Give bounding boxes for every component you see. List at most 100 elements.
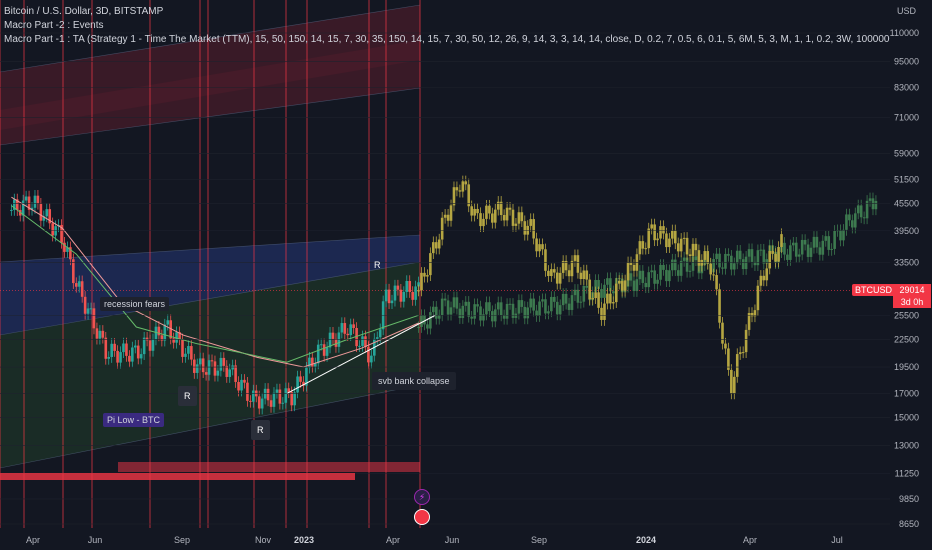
projection-yellow-candle xyxy=(620,280,624,291)
projection-yellow-candle xyxy=(505,207,509,221)
price-candle xyxy=(136,345,140,359)
projection-yellow-candle xyxy=(750,312,754,317)
projection-green-candle xyxy=(735,250,739,264)
projection-green-candle xyxy=(470,316,473,319)
countdown-tag: 3d 0h xyxy=(893,296,931,308)
price-candle xyxy=(95,328,99,339)
price-tick-label: 33500 xyxy=(894,258,919,268)
projection-yellow-candle xyxy=(455,187,459,191)
projection-yellow-candle xyxy=(744,329,748,353)
projection-green-candle xyxy=(603,284,606,298)
projection-yellow-candle xyxy=(780,234,783,247)
time-tick-label: Apr xyxy=(26,535,40,545)
price-tick-label: 45500 xyxy=(894,198,919,208)
price-candle xyxy=(142,337,146,355)
event-band xyxy=(0,473,355,480)
projection-yellow-candle xyxy=(508,207,512,210)
projection-green-candle xyxy=(868,198,872,201)
projection-green-candle xyxy=(544,299,547,314)
projection-green-candle xyxy=(511,303,515,318)
lightning-event-icon[interactable]: ⚡ xyxy=(414,489,430,505)
projection-green-candle xyxy=(792,242,795,246)
price-candle xyxy=(15,199,19,211)
projection-yellow-candle xyxy=(709,263,712,275)
price-tick-label: 71000 xyxy=(894,113,919,123)
r-marker: R xyxy=(251,420,270,440)
price-candle xyxy=(193,359,196,373)
projection-green-candle xyxy=(727,253,730,256)
price-candle xyxy=(222,357,226,366)
price-candle xyxy=(249,400,252,402)
projection-yellow-candle xyxy=(417,290,420,292)
price-candle xyxy=(131,347,134,362)
projection-green-candle xyxy=(535,310,538,316)
projection-green-candle xyxy=(815,236,819,248)
projection-yellow-candle xyxy=(665,233,668,248)
projection-green-candle xyxy=(609,278,612,292)
price-candle xyxy=(237,381,240,391)
projection-green-candle xyxy=(673,259,677,271)
projection-green-candle xyxy=(856,205,860,214)
projection-yellow-candle xyxy=(638,241,642,255)
projection-yellow-candle xyxy=(623,280,627,291)
projection-yellow-candle xyxy=(552,269,556,273)
price-candle xyxy=(305,367,308,386)
price-candle xyxy=(66,247,69,252)
projection-yellow-candle xyxy=(724,343,727,349)
projection-yellow-candle xyxy=(579,272,583,280)
projection-green-candle xyxy=(514,313,518,318)
projection-green-candle xyxy=(461,305,465,319)
price-candle xyxy=(252,390,255,402)
price-candle xyxy=(13,199,16,210)
price-candle xyxy=(343,323,347,334)
projection-green-candle xyxy=(520,300,524,307)
projection-green-candle xyxy=(582,285,586,302)
projection-green-candle xyxy=(499,302,503,316)
symbol-title[interactable]: Bitcoin / U.S. Dollar, 3D, BITSTAMP xyxy=(4,6,164,17)
us-flag-event-icon[interactable] xyxy=(414,509,430,525)
projection-green-candle xyxy=(443,298,447,301)
projection-green-candle xyxy=(523,306,527,319)
price-candle xyxy=(204,372,208,375)
price-candle xyxy=(125,343,128,356)
price-candle xyxy=(107,356,111,359)
price-candle xyxy=(172,338,175,343)
projection-green-candle xyxy=(455,297,459,309)
projection-green-candle xyxy=(818,247,822,255)
projection-yellow-candle xyxy=(485,205,488,219)
price-tick-label: 39500 xyxy=(894,226,919,236)
projection-yellow-candle xyxy=(517,212,521,224)
price-candle xyxy=(234,365,237,382)
price-candle xyxy=(181,339,184,357)
projection-green-candle xyxy=(491,311,494,322)
projection-green-candle xyxy=(505,303,509,319)
indicator-events-legend[interactable]: Macro Part -2 : Events xyxy=(4,20,104,31)
price-candle xyxy=(48,209,52,224)
projection-yellow-candle xyxy=(682,237,686,239)
price-candle xyxy=(355,327,358,347)
price-candle xyxy=(367,346,370,363)
indicator-ta-legend[interactable]: Macro Part -1 : TA (Strategy 1 - Time Th… xyxy=(4,34,890,45)
projection-green-candle xyxy=(656,279,659,284)
price-tick-label: 13000 xyxy=(894,440,919,450)
price-candle xyxy=(92,308,96,329)
projection-green-candle xyxy=(479,306,482,321)
price-candle xyxy=(122,343,125,353)
projection-green-candle xyxy=(576,289,580,303)
price-candle xyxy=(408,280,412,292)
projection-green-candle xyxy=(839,230,842,241)
projection-yellow-candle xyxy=(668,238,671,248)
projection-green-candle xyxy=(732,263,736,270)
recession-fears-label: recession fears xyxy=(100,297,170,311)
projection-yellow-candle xyxy=(697,250,701,266)
projection-green-candle xyxy=(434,306,438,319)
projection-green-candle xyxy=(467,301,471,317)
projection-yellow-candle xyxy=(499,201,503,215)
price-candle xyxy=(331,332,335,339)
price-candle xyxy=(36,195,40,204)
price-candle xyxy=(296,376,299,393)
projection-yellow-candle xyxy=(526,225,530,235)
projection-green-candle xyxy=(845,214,848,230)
